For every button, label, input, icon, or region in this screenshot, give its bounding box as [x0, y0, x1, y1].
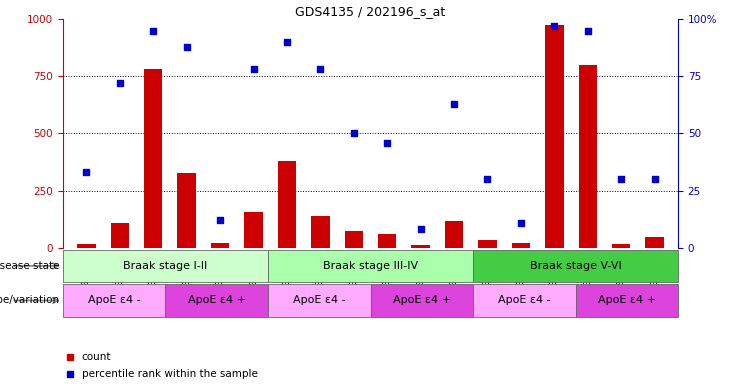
Bar [278, 161, 296, 248]
Point [147, 28, 159, 34]
Text: Braak stage I-II: Braak stage I-II [123, 261, 207, 271]
Bar [63, 250, 268, 282]
Text: ApoE ε4 -: ApoE ε4 - [293, 295, 345, 306]
Text: ApoE ε4 +: ApoE ε4 + [187, 295, 246, 306]
Point [548, 23, 560, 29]
Bar [110, 223, 129, 248]
Bar [268, 250, 473, 282]
Bar [411, 245, 430, 248]
Bar [612, 244, 631, 248]
Bar [165, 284, 268, 317]
Point [482, 176, 494, 182]
Text: ApoE ε4 -: ApoE ε4 - [88, 295, 141, 306]
Point [348, 131, 359, 137]
Text: Braak stage III-IV: Braak stage III-IV [323, 261, 418, 271]
Title: GDS4135 / 202196_s_at: GDS4135 / 202196_s_at [296, 5, 445, 18]
Bar [645, 237, 664, 248]
Point [415, 226, 427, 232]
Bar [576, 284, 678, 317]
Point [648, 176, 660, 182]
Point [314, 66, 326, 73]
Bar [545, 25, 564, 248]
Bar [378, 234, 396, 248]
Text: ApoE ε4 -: ApoE ε4 - [498, 295, 551, 306]
Bar [311, 216, 330, 248]
Bar [268, 284, 370, 317]
Point [515, 220, 527, 226]
Point [214, 217, 226, 223]
Bar [77, 244, 96, 248]
Bar [345, 230, 363, 248]
Bar [177, 174, 196, 248]
Bar [478, 240, 496, 248]
Bar [144, 70, 162, 248]
Point [181, 43, 193, 50]
Text: ApoE ε4 +: ApoE ε4 + [598, 295, 656, 306]
Bar [512, 243, 530, 248]
Point [247, 66, 259, 73]
Point [615, 176, 627, 182]
Text: Braak stage V-VI: Braak stage V-VI [530, 261, 622, 271]
Bar [370, 284, 473, 317]
Bar [211, 243, 229, 248]
Text: genotype/variation: genotype/variation [0, 295, 59, 306]
Bar [245, 212, 263, 248]
Text: percentile rank within the sample: percentile rank within the sample [82, 369, 257, 379]
Point [582, 28, 594, 34]
Bar [445, 222, 463, 248]
Bar [473, 250, 678, 282]
Bar [473, 284, 576, 317]
Point [281, 39, 293, 45]
Point [448, 101, 460, 107]
Point [81, 169, 93, 175]
Point [114, 80, 126, 86]
Bar [579, 65, 597, 248]
Text: count: count [82, 352, 111, 362]
Bar [63, 284, 165, 317]
Point [382, 139, 393, 146]
Text: ApoE ε4 +: ApoE ε4 + [393, 295, 451, 306]
Text: disease state: disease state [0, 261, 59, 271]
